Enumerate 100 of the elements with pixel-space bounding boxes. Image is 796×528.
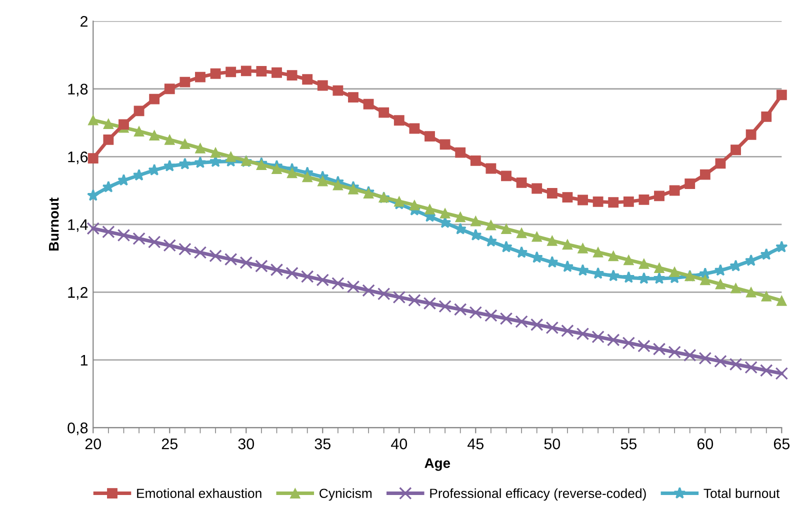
point [86, 222, 100, 235]
point [348, 92, 358, 103]
point [698, 352, 712, 365]
point [623, 254, 634, 266]
point [132, 232, 146, 246]
point [87, 189, 100, 201]
point [210, 68, 221, 79]
point [470, 216, 481, 226]
point [348, 184, 358, 194]
point [409, 200, 420, 210]
point [561, 324, 574, 338]
point [486, 163, 496, 174]
point [638, 340, 650, 352]
point [746, 129, 756, 140]
point [424, 204, 435, 214]
point [149, 94, 160, 104]
point [576, 327, 590, 340]
y-tick-label: 1 [80, 354, 88, 366]
point [180, 76, 190, 88]
point [408, 294, 421, 307]
point [576, 264, 589, 276]
point [469, 306, 482, 319]
point [272, 67, 282, 78]
point [638, 258, 650, 269]
x-tick-label: 20 [85, 438, 102, 450]
point [454, 303, 467, 316]
point [286, 266, 298, 280]
point [454, 222, 466, 234]
point [302, 172, 313, 182]
point [714, 354, 727, 368]
y-tick-label: 1,8 [68, 84, 88, 96]
point [392, 290, 406, 304]
y-tick-label: 0,8 [68, 422, 88, 436]
point [195, 142, 206, 154]
point [760, 364, 773, 377]
point [194, 246, 207, 259]
point [700, 169, 710, 180]
point [486, 220, 496, 230]
point [622, 336, 636, 350]
point [362, 284, 375, 297]
point [683, 348, 696, 362]
legend-label: Emotional exhaustion [137, 488, 262, 498]
point [562, 192, 573, 203]
point [592, 330, 604, 344]
point [440, 208, 450, 218]
point [562, 239, 573, 250]
point [332, 85, 344, 96]
point [300, 270, 314, 283]
point [700, 274, 710, 286]
point [455, 212, 466, 222]
point [148, 236, 161, 248]
point [653, 272, 666, 284]
point [317, 80, 328, 91]
point [515, 315, 528, 328]
point [638, 272, 650, 284]
point [102, 225, 115, 238]
point [546, 188, 558, 198]
point [134, 126, 144, 136]
point [103, 134, 114, 145]
point [424, 131, 435, 142]
point [240, 256, 253, 270]
point [607, 270, 620, 282]
point [761, 111, 772, 122]
point [286, 168, 298, 178]
point [715, 158, 726, 169]
point [102, 180, 115, 192]
point [363, 98, 374, 110]
point [715, 278, 726, 290]
point [501, 224, 512, 234]
point [546, 235, 558, 246]
point [776, 90, 787, 100]
x-tick-label: 25 [162, 438, 178, 450]
point [378, 107, 390, 118]
x-tick-label: 65 [774, 438, 790, 450]
point [377, 287, 390, 300]
point [516, 228, 527, 238]
point [88, 114, 98, 126]
point [652, 342, 666, 356]
point [669, 185, 680, 196]
point [440, 139, 450, 150]
point [684, 178, 696, 189]
y-tick-label: 1,4 [68, 219, 88, 232]
point [654, 262, 664, 273]
point [669, 266, 680, 278]
point [729, 358, 742, 371]
point [654, 190, 664, 202]
point [317, 176, 328, 186]
point [668, 346, 681, 359]
point [455, 147, 466, 158]
legend-label: Professional efficacy (reverse-coded) [430, 488, 646, 501]
point [272, 164, 282, 174]
point [394, 115, 404, 126]
point [164, 84, 175, 94]
legend-label: Total burnout [704, 488, 780, 498]
point [608, 250, 619, 262]
point [178, 158, 192, 170]
point [226, 66, 236, 78]
point [730, 144, 741, 156]
point [163, 239, 176, 252]
point [775, 367, 788, 380]
